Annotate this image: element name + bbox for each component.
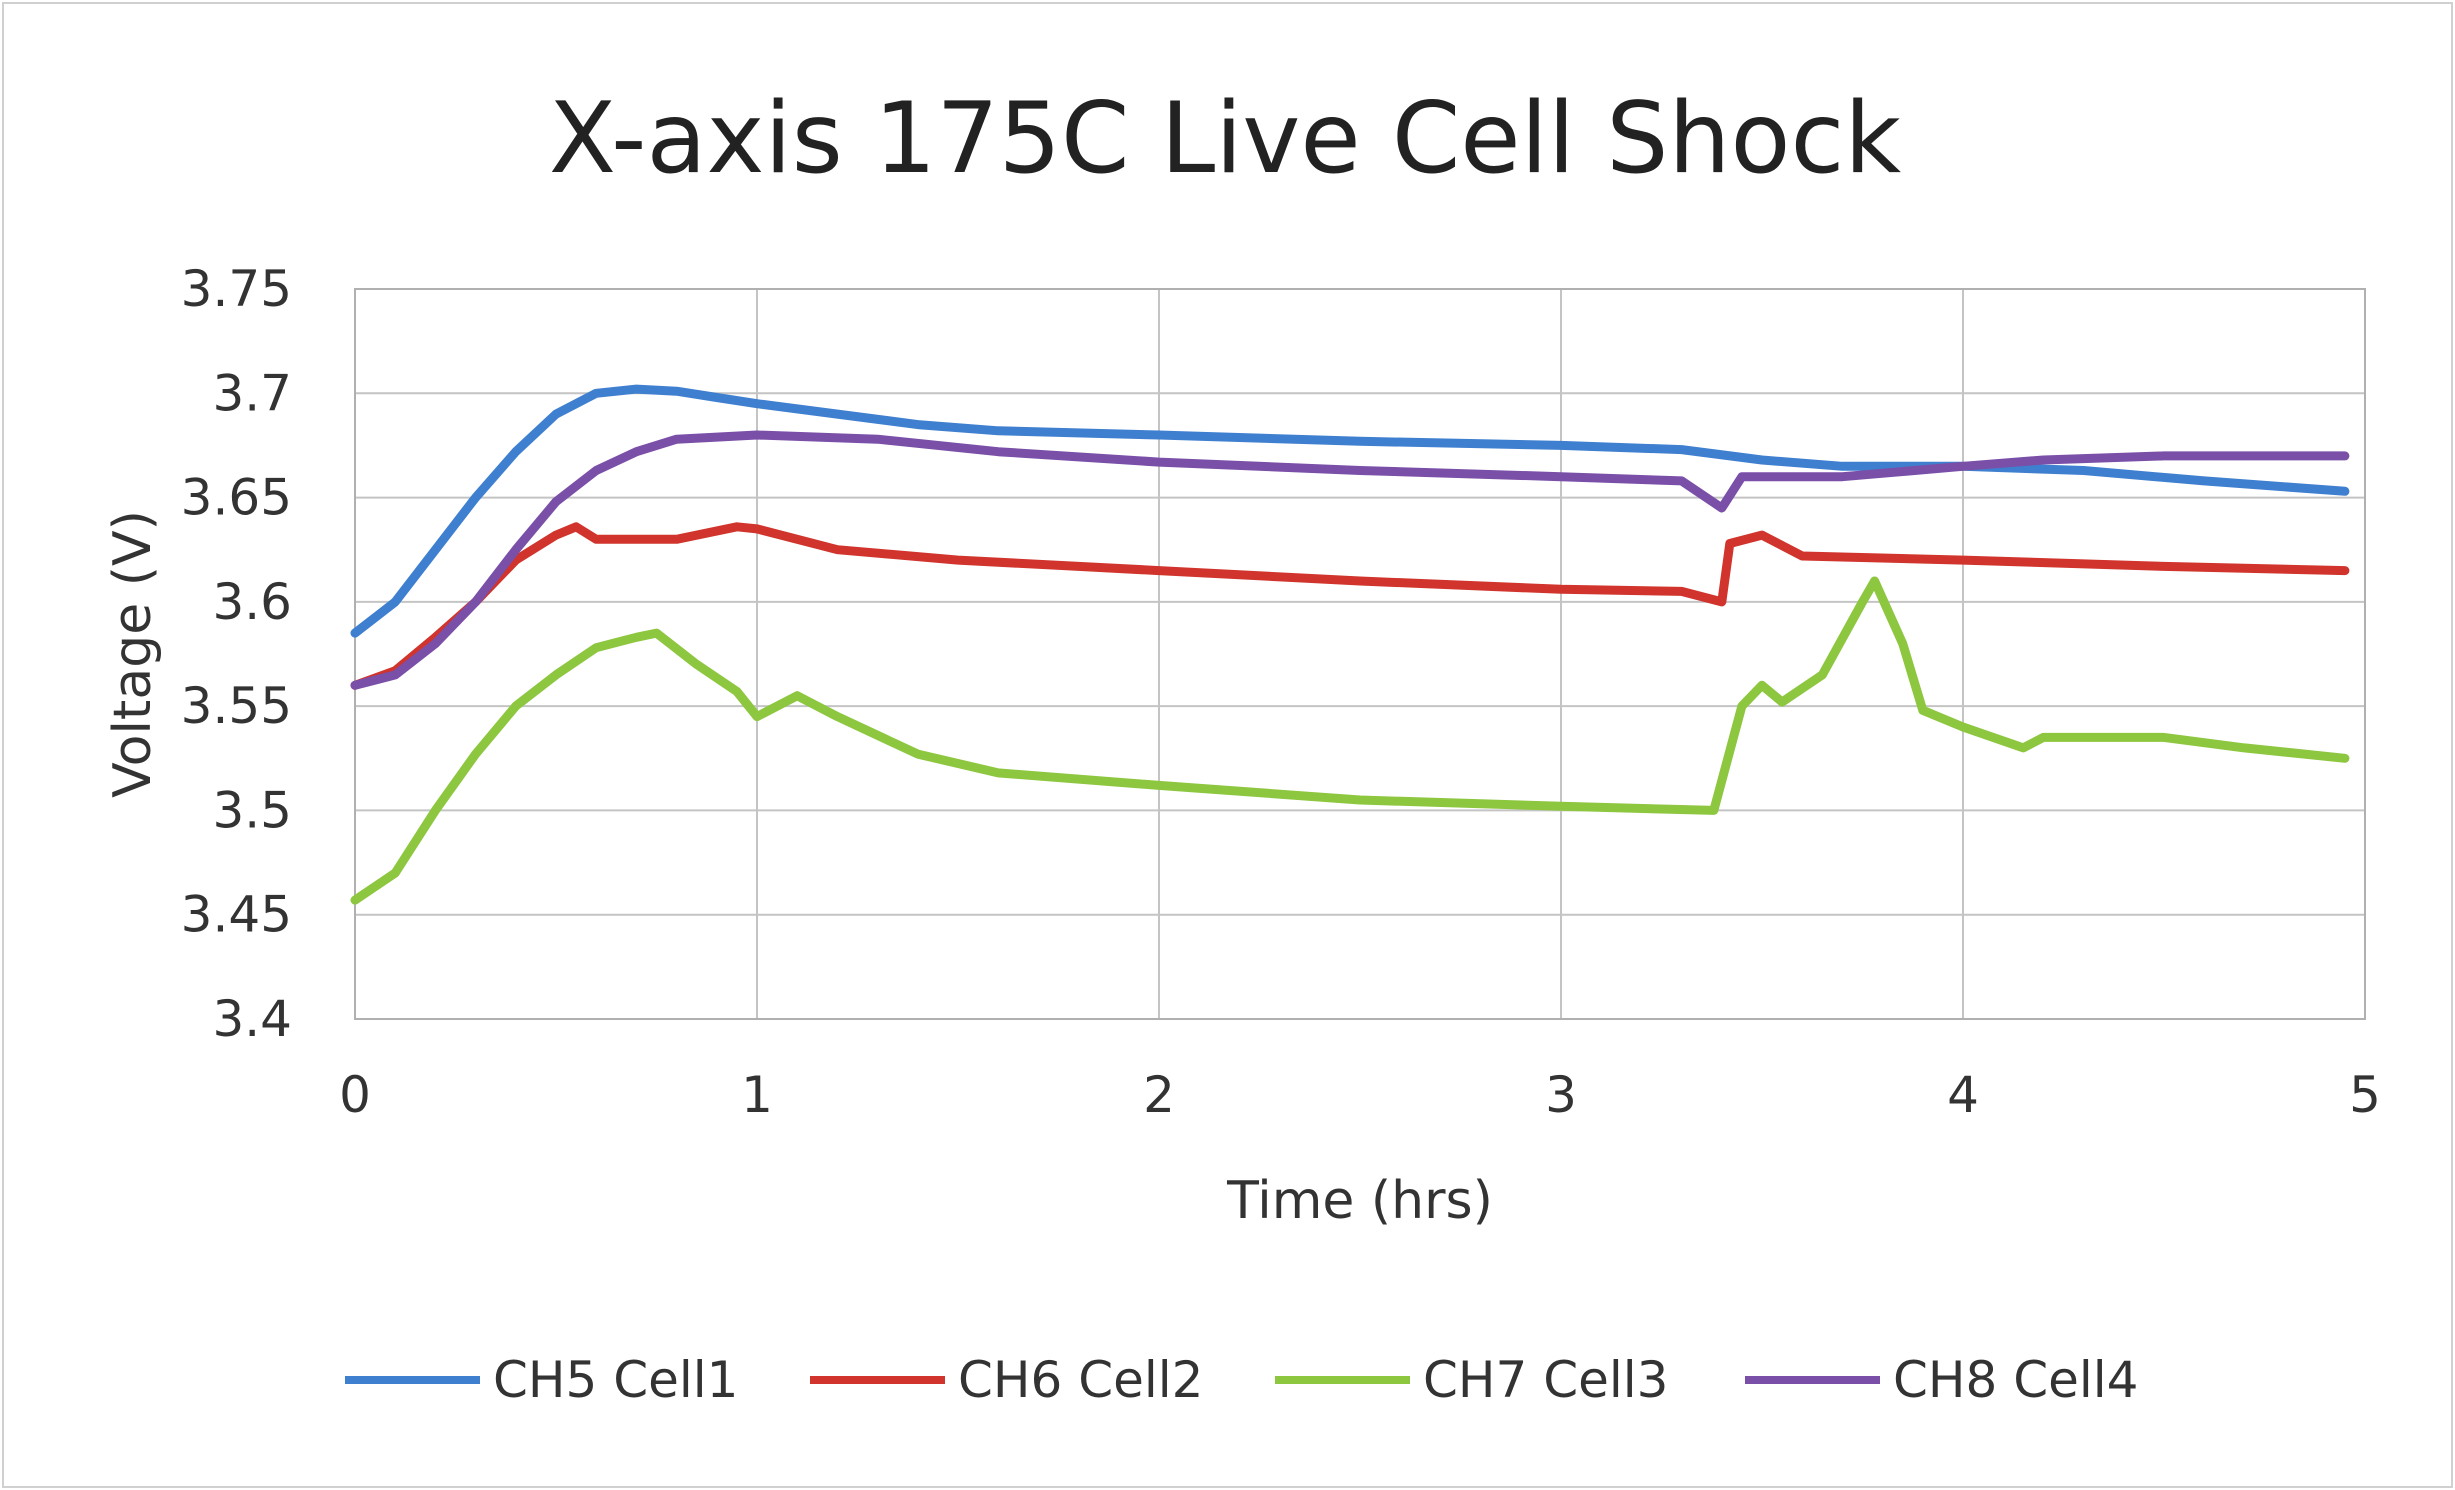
- x-axis-label: Time (hrs): [1226, 1171, 1493, 1231]
- y-tick-label: 3.55: [181, 677, 292, 735]
- series-line-4: [350, 430, 2350, 690]
- legend-label: CH5 Cell1: [493, 1351, 738, 1409]
- x-tick-label: 5: [2349, 1066, 2381, 1124]
- x-tick-labels: 0 1 2 3 4 5: [339, 1066, 2381, 1124]
- y-tick-label: 3.65: [181, 469, 292, 527]
- x-tick-label: 4: [1947, 1066, 1979, 1124]
- legend-label: CH7 Cell3: [1423, 1351, 1668, 1409]
- series-line-2: [350, 522, 2350, 690]
- x-tick-label: 1: [741, 1066, 773, 1124]
- y-tick-labels: 3.4 3.45 3.5 3.55 3.6 3.65 3.7 3.75: [181, 260, 292, 1048]
- series-line-3: [350, 576, 2350, 905]
- legend-label: CH8 Cell4: [1893, 1351, 2138, 1409]
- gridlines: [354, 288, 2366, 1020]
- y-tick-label: 3.5: [212, 781, 292, 839]
- y-tick-label: 3.4: [212, 990, 292, 1048]
- legend-item: CH8 Cell4: [1745, 1351, 2138, 1409]
- legend-item: CH7 Cell3: [1275, 1351, 1668, 1409]
- series-lines: [350, 384, 2350, 905]
- x-tick-label: 3: [1545, 1066, 1577, 1124]
- y-axis-label: Voltage (V): [103, 510, 163, 798]
- y-tick-label: 3.6: [212, 573, 292, 631]
- legend-item: CH6 Cell2: [810, 1351, 1203, 1409]
- legend-label: CH6 Cell2: [958, 1351, 1203, 1409]
- plot-area: [354, 288, 2366, 1020]
- series-line-1: [350, 384, 2350, 638]
- y-tick-label: 3.7: [212, 364, 292, 422]
- legend-item: CH5 Cell1: [345, 1351, 738, 1409]
- y-tick-label: 3.75: [181, 260, 292, 318]
- y-tick-label: 3.45: [181, 886, 292, 944]
- legend: CH5 Cell1 CH6 Cell2 CH7 Cell3 CH8 Cell4: [345, 1351, 2138, 1409]
- x-tick-label: 0: [339, 1066, 371, 1124]
- x-tick-label: 2: [1143, 1066, 1175, 1124]
- chart-title: X-axis 175C Live Cell Shock: [549, 82, 1901, 196]
